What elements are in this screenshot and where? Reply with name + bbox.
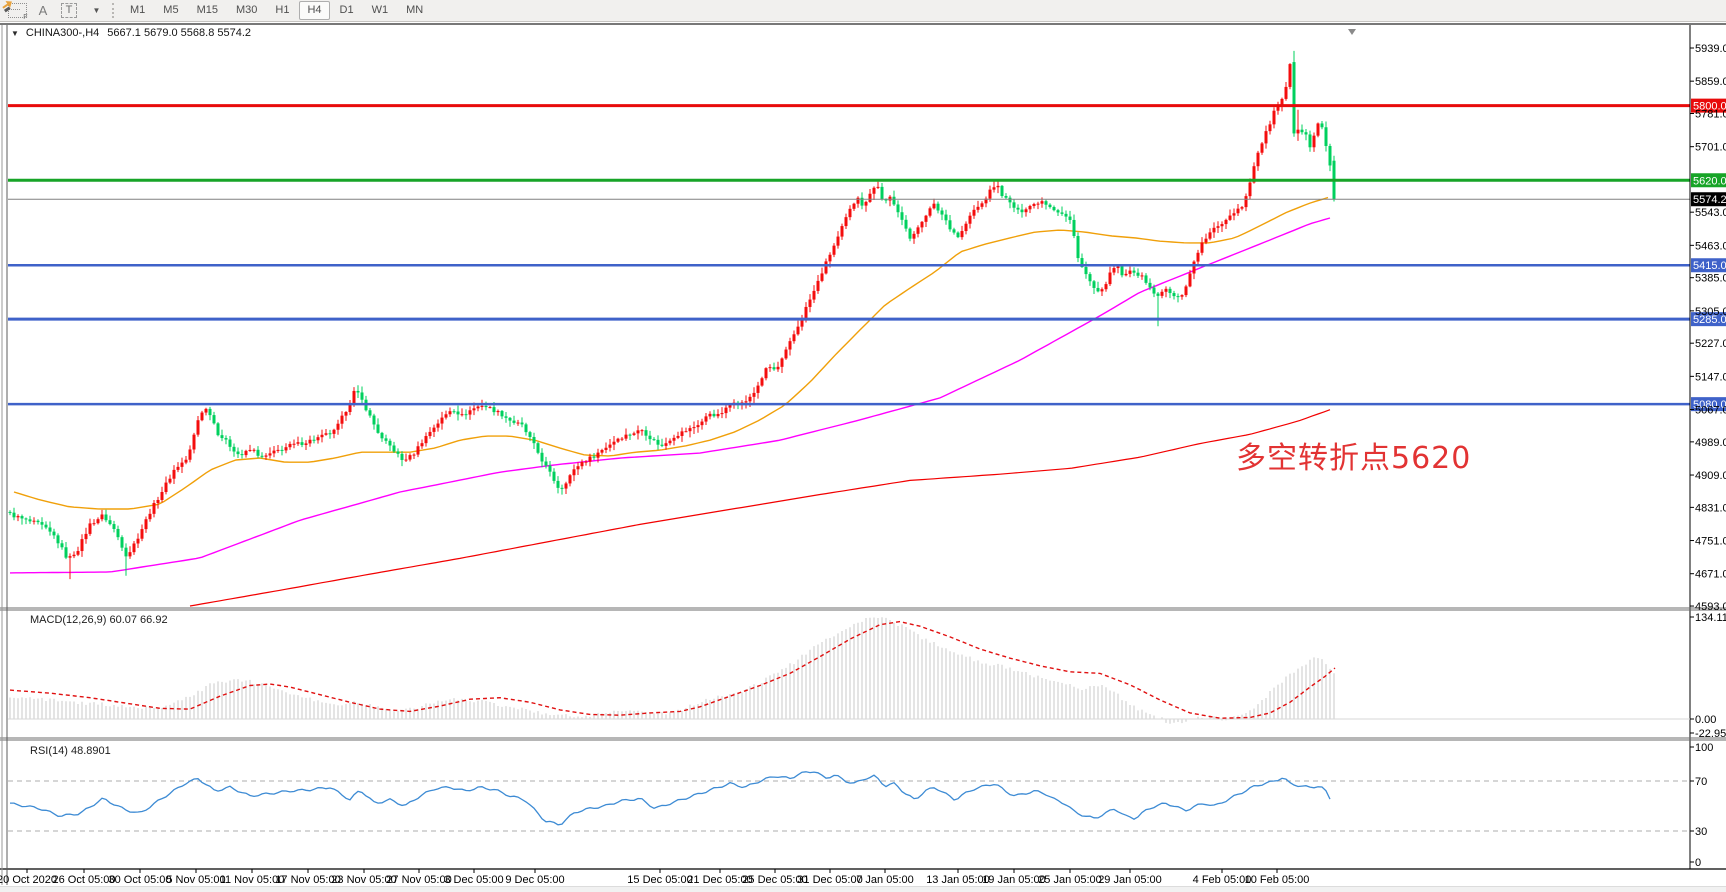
symbol-name: CHINA300-,H4 <box>25 27 100 39</box>
timeframe-button-m1[interactable]: M1 <box>130 4 146 16</box>
price-tick-label: 4989.0 <box>1695 437 1726 449</box>
price-tick-label: 4593.0 <box>1695 601 1726 613</box>
date-tick-label: 5 Nov 05:00 <box>166 874 225 886</box>
macd-axis-label: -22.95 <box>1695 728 1726 740</box>
date-tick-label: 25 Jan 05:00 <box>1038 874 1102 886</box>
price-tick-label: 5939.0 <box>1695 43 1726 55</box>
price-tick-label: 5701.0 <box>1695 142 1726 154</box>
level-price-badge <box>1691 397 1726 412</box>
ma-orange-line <box>13 196 1329 510</box>
diagonal-arrows-icon <box>2 1 12 13</box>
chart-title: ▼ CHINA300-,H4 5667.1 5679.0 5568.8 5574… <box>11 27 251 39</box>
price-tick-label: 5385.0 <box>1695 273 1726 285</box>
date-tick-label: 7 Jan 05:00 <box>856 874 914 886</box>
date-tick-label: 10 Feb 05:00 <box>1245 874 1310 886</box>
svg-text:5285.0: 5285.0 <box>1693 314 1726 326</box>
date-tick-label: 31 Dec 05:00 <box>797 874 862 886</box>
ma-magenta-line <box>9 217 1331 574</box>
price-tick-label: 5227.0 <box>1695 338 1726 350</box>
horizontal-levels: 5800.0 5620.0 5415.0 5285.0 5080.0 5574.2 <box>8 98 1726 412</box>
svg-text:5620.0: 5620.0 <box>1693 175 1726 187</box>
price-tick-label: 5543.0 <box>1695 207 1726 219</box>
level-price-badge <box>1691 173 1726 188</box>
date-tick-label: 26 Oct 05:00 <box>53 874 116 886</box>
date-tick-label: 23 Nov 05:00 <box>331 874 396 886</box>
price-tick-label: 5781.0 <box>1695 109 1726 121</box>
date-tick-label: 19 Jan 05:00 <box>982 874 1046 886</box>
axes: 5939.0 5859.0 5781.0 5701.0 5543.0 5463.0 5385… <box>0 25 1726 886</box>
rsi-indicator-label: RSI(14) 48.8901 <box>30 745 111 757</box>
price-tick-label: 4831.0 <box>1695 502 1726 514</box>
dropdown-caret-icon: ▼ <box>92 6 101 15</box>
macd-axis-label: 0.00 <box>1695 714 1716 726</box>
status-strip <box>0 886 1726 892</box>
date-tick-label: 30 Oct 05:00 <box>109 874 172 886</box>
timeframe-button-w1[interactable]: W1 <box>371 4 389 16</box>
price-tick-label: 5859.0 <box>1695 76 1726 88</box>
rsi-panel: 100 70 30 0 <box>8 742 1713 869</box>
moving-averages <box>9 196 1331 607</box>
price-tick-label: 4909.0 <box>1695 470 1726 482</box>
price-tick-label: 5147.0 <box>1695 371 1726 383</box>
rsi-axis-label: 100 <box>1695 742 1713 754</box>
macd-axis-label: 134.11 <box>1695 612 1726 624</box>
price-tick-label: 4671.0 <box>1695 569 1726 581</box>
price-tick-label: 5463.0 <box>1695 240 1726 252</box>
rsi-line <box>10 771 1331 826</box>
timeframe-group: M1 M5 M15 M30 H1 H4 D1 W1 MN <box>121 1 432 20</box>
level-price-badge <box>1691 98 1726 113</box>
timeframe-button-m5[interactable]: M5 <box>163 4 179 16</box>
timeframe-button-d1[interactable]: D1 <box>339 4 354 16</box>
toolbar: F A T ▼ M1 M5 M15 M30 H1 H4 D1 W1 MN <box>0 0 1726 22</box>
rsi-axis-label: 30 <box>1695 826 1707 838</box>
svg-text:5415.0: 5415.0 <box>1693 260 1726 272</box>
rsi-axis-label: 0 <box>1695 857 1701 869</box>
rsi-axis-label: 70 <box>1695 776 1707 788</box>
date-tick-label: 15 Dec 05:00 <box>627 874 692 886</box>
toolbar-grip[interactable] <box>112 3 117 18</box>
date-tick-label: 20 Oct 2020 <box>0 874 57 886</box>
bar-position-marker-icon <box>1348 29 1356 35</box>
timeframe-button-m30[interactable]: M30 <box>235 4 258 16</box>
draw-objects-icon[interactable]: ▼ <box>2 1 106 20</box>
timeframe-button-m15[interactable]: M15 <box>196 4 218 16</box>
level-price-badge <box>1691 312 1726 327</box>
date-tick-label: 25 Dec 05:00 <box>742 874 807 886</box>
date-tick-label: 27 Nov 05:00 <box>386 874 451 886</box>
svg-text:5574.2: 5574.2 <box>1693 194 1726 206</box>
date-tick-label: 13 Jan 05:00 <box>926 874 990 886</box>
svg-text:5800.0: 5800.0 <box>1693 101 1726 113</box>
level-price-badge <box>1691 258 1726 273</box>
svg-text:5080.0: 5080.0 <box>1693 399 1726 411</box>
macd-panel: 134.11 0.00 -22.95 <box>8 612 1726 740</box>
date-tick-label: 17 Nov 05:00 <box>275 874 340 886</box>
chart-annotation-text[interactable]: 多空转折点5620 <box>1236 441 1472 476</box>
price-tick-label: 4751.0 <box>1695 536 1726 548</box>
ohlc-values: 5667.1 5679.0 5568.8 5574.2 <box>107 27 252 39</box>
text-label-icon[interactable]: T <box>58 2 80 20</box>
date-tick-label: 21 Dec 05:00 <box>687 874 752 886</box>
price-tick-label: 5305.0 <box>1695 306 1726 318</box>
timeframe-button-mn[interactable]: MN <box>406 4 424 16</box>
timeframe-button-h4[interactable]: H4 <box>299 1 330 20</box>
date-tick-label: 3 Dec 05:00 <box>444 874 503 886</box>
window-divider <box>0 23 1726 25</box>
ma-red-line <box>189 409 1331 607</box>
text-annotation-icon[interactable]: A <box>38 3 48 18</box>
current-price-badge <box>1691 192 1726 207</box>
timeframe-button-h1[interactable]: H1 <box>275 4 290 16</box>
macd-indicator-label: MACD(12,26,9) 60.07 66.92 <box>30 614 168 626</box>
date-tick-label: 29 Jan 05:00 <box>1098 874 1162 886</box>
symbol-dropdown-icon[interactable]: ▼ <box>11 28 19 38</box>
date-tick-label: 4 Feb 05:00 <box>1193 874 1252 886</box>
date-tick-label: 9 Dec 05:00 <box>505 874 564 886</box>
candlestick-series <box>8 50 1336 580</box>
price-tick-label: 5067.0 <box>1695 405 1726 417</box>
date-tick-label: 11 Nov 05:00 <box>220 874 285 886</box>
macd-signal-line <box>9 620 1336 719</box>
